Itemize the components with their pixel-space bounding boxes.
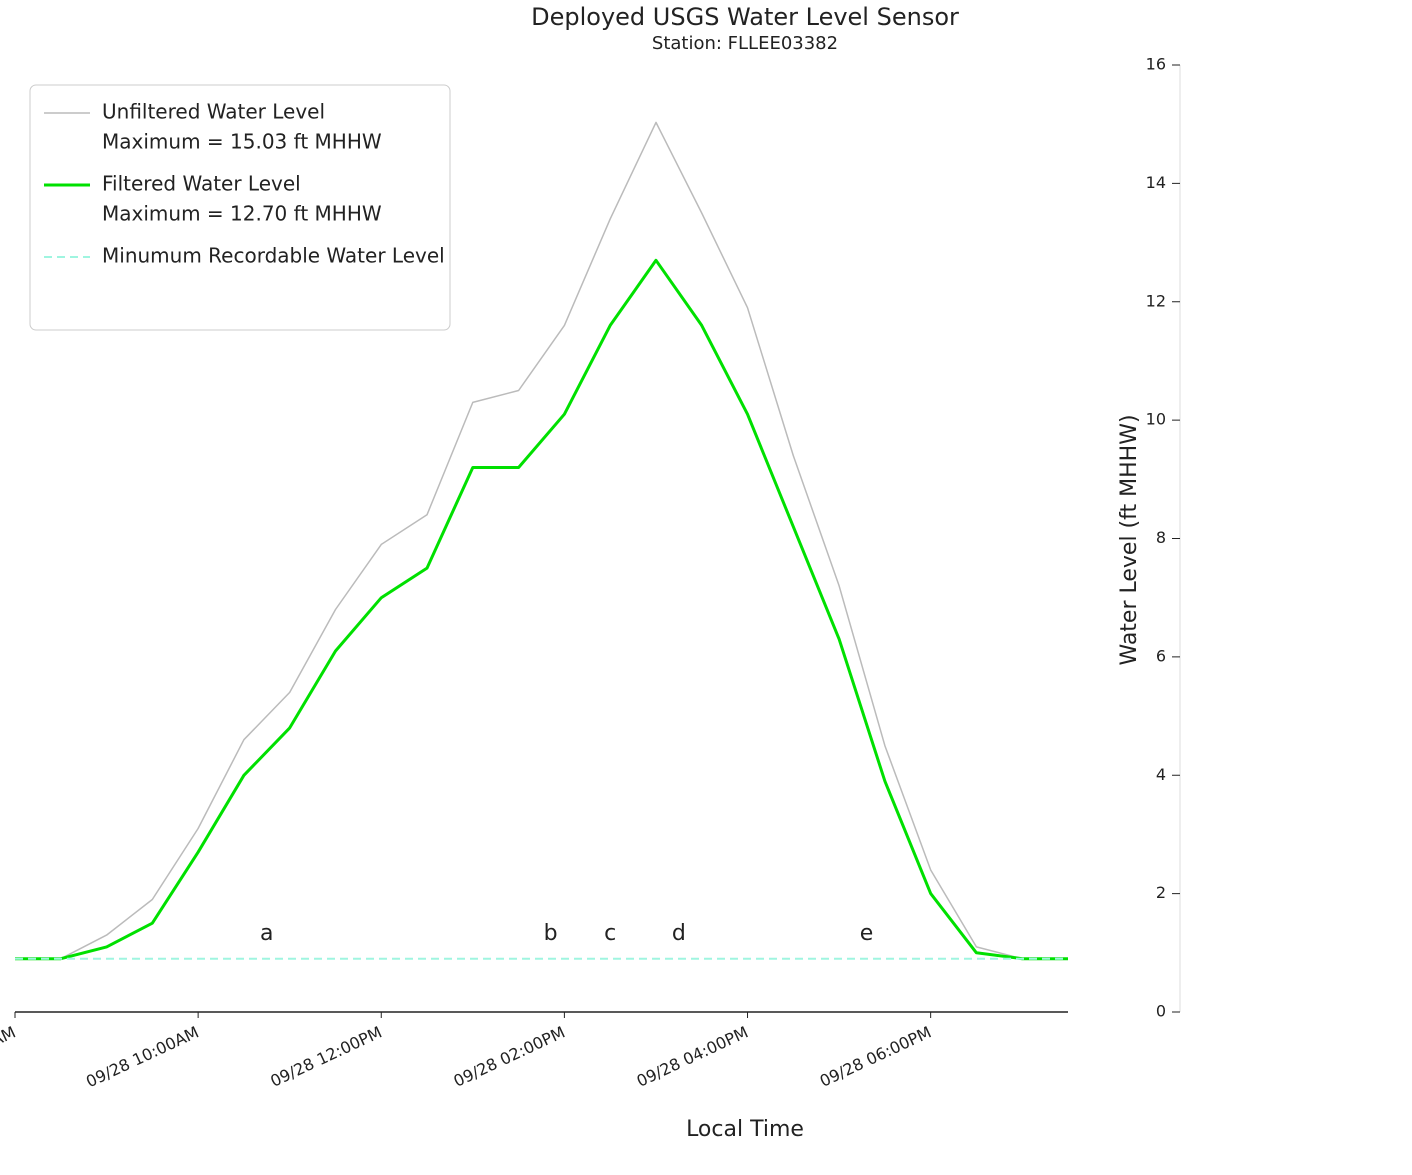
- x-axis-label: Local Time: [686, 1117, 804, 1142]
- series-line: [15, 260, 1068, 958]
- y-tick-label: 8: [1156, 528, 1166, 547]
- y-tick-label: 0: [1156, 1002, 1166, 1021]
- annotation: c: [604, 921, 616, 946]
- legend-note: Maximum = 15.03 ft MHHW: [102, 130, 382, 154]
- chart-title: Deployed USGS Water Level Sensor: [531, 3, 959, 31]
- x-tick-label: 09/28 10:00AM: [83, 1022, 202, 1091]
- annotation: a: [260, 921, 273, 946]
- x-tick-label: 09/28 08:00AM: [0, 1022, 19, 1091]
- x-tick-label: 09/28 06:00PM: [817, 1022, 934, 1090]
- y-axis-label: Water Level (ft MHHW): [1117, 414, 1142, 665]
- y-tick-label: 6: [1156, 646, 1166, 665]
- y-tick-label: 10: [1146, 410, 1166, 429]
- y-tick-label: 12: [1146, 291, 1166, 310]
- legend-label: Filtered Water Level: [102, 172, 301, 196]
- chart-subtitle: Station: FLLEE03382: [652, 33, 838, 54]
- y-tick-label: 2: [1156, 883, 1166, 902]
- page: {"chart_data": { "type": "line", "title"…: [0, 0, 1412, 1175]
- x-tick-label: 09/28 02:00PM: [451, 1022, 568, 1090]
- legend-note: Maximum = 12.70 ft MHHW: [102, 202, 382, 226]
- y-tick-label: 14: [1146, 173, 1166, 192]
- chart: Deployed USGS Water Level Sensor Station…: [0, 0, 1412, 1175]
- annotation: b: [544, 921, 558, 946]
- legend-label: Unfiltered Water Level: [102, 100, 325, 124]
- annotation: e: [860, 921, 874, 946]
- y-tick-label: 16: [1146, 55, 1166, 74]
- annotation: d: [672, 921, 686, 946]
- legend-label: Minumum Recordable Water Level: [102, 244, 445, 268]
- x-tick-label: 09/28 12:00PM: [267, 1022, 384, 1090]
- y-tick-label: 4: [1156, 765, 1166, 784]
- x-tick-label: 09/28 04:00PM: [634, 1022, 751, 1090]
